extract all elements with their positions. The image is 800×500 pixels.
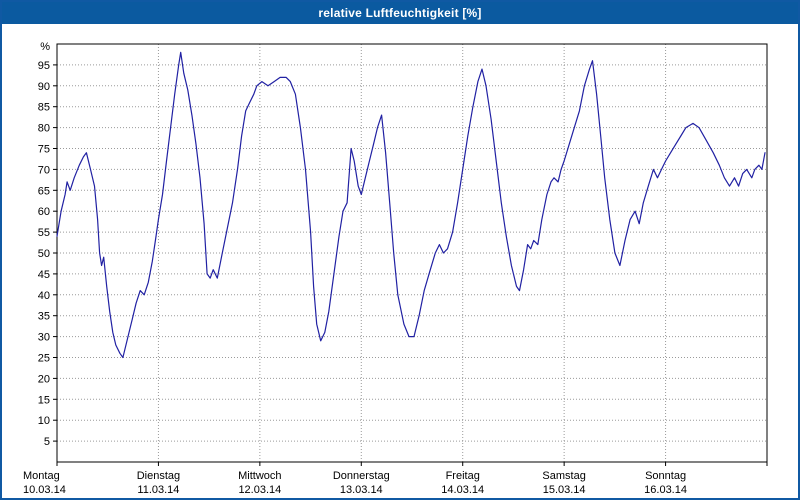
svg-text:80: 80: [38, 123, 50, 135]
svg-text:85: 85: [38, 102, 50, 114]
x-axis-date-label: 12.03.14: [238, 484, 281, 496]
svg-text:50: 50: [38, 248, 50, 260]
svg-text:60: 60: [38, 206, 50, 218]
svg-text:90: 90: [38, 81, 50, 93]
x-axis-date-label: 11.03.14: [137, 484, 179, 496]
svg-text:15: 15: [38, 394, 50, 406]
svg-text:45: 45: [38, 269, 50, 281]
x-axis-date-label: 10.03.14: [23, 484, 66, 496]
humidity-line-chart: 5 10 15 20 25 30 35 40 45 50 55 60 65 70 75 80 85 90 95% Mo…: [23, 41, 768, 496]
x-axis-day-label: Montag: [23, 470, 60, 482]
window-titlebar[interactable]: relative Luftfeuchtigkeit [%]: [2, 2, 798, 24]
svg-text:30: 30: [38, 332, 50, 344]
window-title: relative Luftfeuchtigkeit [%]: [318, 6, 482, 20]
svg-text:%: %: [40, 41, 50, 53]
x-axis-day-label: Sonntag: [645, 470, 686, 482]
x-axis-date-label: 14.03.14: [441, 484, 484, 496]
humidity-series-line: [56, 51, 766, 359]
x-axis-date-label: 15.03.14: [543, 484, 586, 496]
svg-text:70: 70: [38, 164, 50, 176]
svg-text:40: 40: [38, 290, 50, 302]
x-axis-day-label: Freitag: [446, 470, 480, 482]
x-axis-day-label: Donnerstag: [333, 470, 390, 482]
svg-text:55: 55: [38, 227, 50, 239]
svg-text:75: 75: [38, 144, 50, 156]
x-axis-day-label: Mittwoch: [238, 470, 281, 482]
x-axis-date-label: 16.03.14: [644, 484, 687, 496]
x-axis-day-label: Samstag: [542, 470, 585, 482]
svg-text:95: 95: [38, 60, 50, 72]
x-axis-date-label: 13.03.14: [340, 484, 383, 496]
svg-text:65: 65: [38, 185, 50, 197]
svg-text:5: 5: [44, 436, 50, 448]
svg-text:10: 10: [38, 415, 50, 427]
chart-area: 5 10 15 20 25 30 35 40 45 50 55 60 65 70 75 80 85 90 95% Mo…: [2, 24, 798, 498]
svg-text:35: 35: [38, 311, 50, 323]
svg-text:25: 25: [38, 353, 50, 365]
svg-text:20: 20: [38, 373, 50, 385]
x-axis-day-label: Dienstag: [137, 470, 180, 482]
